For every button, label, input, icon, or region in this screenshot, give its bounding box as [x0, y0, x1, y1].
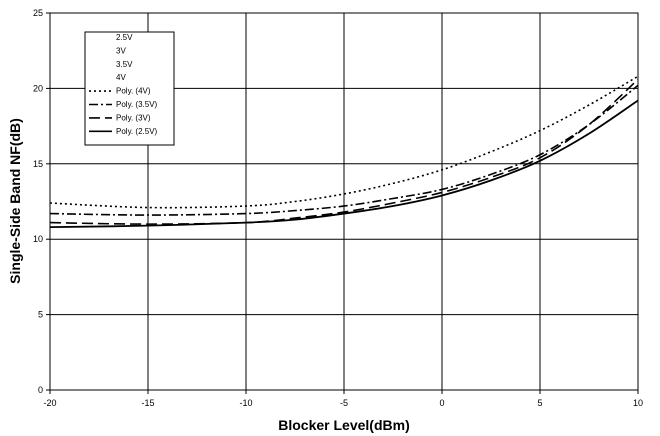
- y-axis-title: Single-Side Band NF(dB): [7, 118, 23, 284]
- x-tick-label: -10: [239, 398, 252, 408]
- x-tick-label: 10: [633, 398, 643, 408]
- y-tick-label: 15: [33, 159, 43, 169]
- x-axis-ticks: -20 -15 -10 -5 0 5 10: [43, 390, 643, 408]
- x-tick-label: -15: [141, 398, 154, 408]
- y-tick-label: 0: [38, 385, 43, 395]
- x-tick-label: 0: [439, 398, 444, 408]
- legend-label: 3V: [116, 46, 126, 55]
- legend-label: Poly. (3.5V): [116, 100, 158, 109]
- legend-label: Poly. (3V): [116, 113, 151, 122]
- y-tick-label: 25: [33, 8, 43, 18]
- legend: 2.5V 3V 3.5V 4V Poly. (4V) Poly. (3.5V) Poly. …: [85, 32, 174, 145]
- legend-label: 4V: [116, 73, 126, 82]
- y-tick-label: 5: [38, 310, 43, 320]
- x-tick-label: -5: [340, 398, 348, 408]
- y-tick-label: 20: [33, 83, 43, 93]
- x-tick-label: 5: [537, 398, 542, 408]
- legend-label: 3.5V: [116, 60, 133, 69]
- legend-label: Poly. (2.5V): [116, 127, 158, 136]
- legend-label: Poly. (4V): [116, 87, 151, 96]
- x-axis-title: Blocker Level(dBm): [278, 417, 409, 433]
- y-axis-ticks: 0 5 10 15 20 25: [33, 8, 50, 395]
- legend-label: 2.5V: [116, 33, 133, 42]
- x-tick-label: -20: [43, 398, 56, 408]
- y-tick-label: 10: [33, 234, 43, 244]
